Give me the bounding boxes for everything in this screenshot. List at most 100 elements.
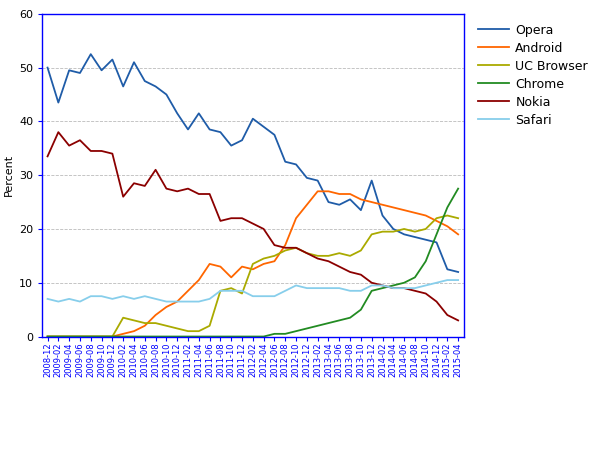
Nokia [195, 191, 202, 197]
Chrome [87, 334, 95, 339]
Android [163, 304, 170, 310]
Safari [55, 299, 62, 304]
Nokia [141, 183, 149, 189]
Chrome [325, 320, 332, 326]
Opera [260, 124, 267, 130]
Safari [152, 296, 159, 301]
Safari [282, 288, 289, 294]
Safari [184, 299, 191, 304]
Safari [368, 283, 375, 288]
Safari [389, 285, 397, 291]
Opera [206, 127, 213, 132]
Chrome [293, 328, 300, 334]
Android [217, 264, 224, 269]
Nokia [411, 288, 418, 294]
Nokia [444, 312, 451, 318]
Safari [314, 285, 321, 291]
Opera [141, 78, 149, 84]
Nokia [271, 242, 278, 248]
Opera [271, 132, 278, 138]
Android [347, 191, 354, 197]
UC Browser [76, 334, 84, 339]
Safari [120, 294, 127, 299]
Opera [195, 111, 202, 116]
UC Browser [249, 261, 256, 266]
UC Browser [195, 328, 202, 334]
Android [184, 288, 191, 294]
Chrome [173, 334, 181, 339]
Chrome [433, 231, 440, 237]
Chrome [347, 315, 354, 320]
Safari [271, 294, 278, 299]
Android [400, 207, 408, 213]
UC Browser [336, 250, 343, 256]
Safari [347, 288, 354, 294]
Opera [422, 237, 429, 242]
Opera [411, 234, 418, 240]
Opera [184, 127, 191, 132]
Nokia [238, 215, 246, 221]
Safari [98, 294, 105, 299]
Safari [163, 299, 170, 304]
Android [238, 264, 246, 269]
Android [444, 224, 451, 229]
Safari [238, 288, 246, 294]
Android [389, 205, 397, 210]
Opera [379, 213, 386, 219]
Nokia [163, 186, 170, 191]
Safari [422, 283, 429, 288]
Safari [260, 294, 267, 299]
Nokia [44, 154, 51, 159]
UC Browser [184, 328, 191, 334]
Chrome [152, 334, 159, 339]
Line: Nokia: Nokia [48, 132, 458, 320]
Android [271, 259, 278, 264]
Chrome [98, 334, 105, 339]
Android [433, 218, 440, 224]
Nokia [347, 269, 354, 275]
Opera [444, 266, 451, 272]
Android [206, 261, 213, 266]
Chrome [44, 334, 51, 339]
Opera [455, 269, 462, 275]
Opera [87, 52, 95, 57]
UC Browser [368, 231, 375, 237]
Nokia [87, 148, 95, 154]
UC Browser [389, 229, 397, 235]
Android [293, 215, 300, 221]
Nokia [173, 189, 181, 194]
Opera [368, 178, 375, 183]
Android [422, 213, 429, 219]
Chrome [282, 331, 289, 337]
Safari [411, 285, 418, 291]
UC Browser [293, 245, 300, 251]
Nokia [109, 151, 116, 156]
Android [260, 261, 267, 266]
Safari [44, 296, 51, 301]
Chrome [55, 334, 62, 339]
Chrome [444, 205, 451, 210]
Safari [195, 299, 202, 304]
Nokia [336, 264, 343, 269]
Chrome [271, 331, 278, 337]
UC Browser [228, 285, 235, 291]
Android [87, 334, 95, 339]
Nokia [357, 272, 364, 278]
UC Browser [120, 315, 127, 320]
Opera [249, 116, 256, 122]
UC Browser [98, 334, 105, 339]
Line: Safari: Safari [48, 280, 458, 301]
UC Browser [271, 253, 278, 259]
Opera [400, 231, 408, 237]
Safari [76, 299, 84, 304]
Chrome [303, 325, 311, 331]
Chrome [422, 259, 429, 264]
Safari [66, 296, 73, 301]
Chrome [249, 334, 256, 339]
Nokia [98, 148, 105, 154]
Android [228, 275, 235, 280]
Nokia [152, 167, 159, 172]
Android [76, 334, 84, 339]
Opera [389, 226, 397, 232]
Android [249, 266, 256, 272]
